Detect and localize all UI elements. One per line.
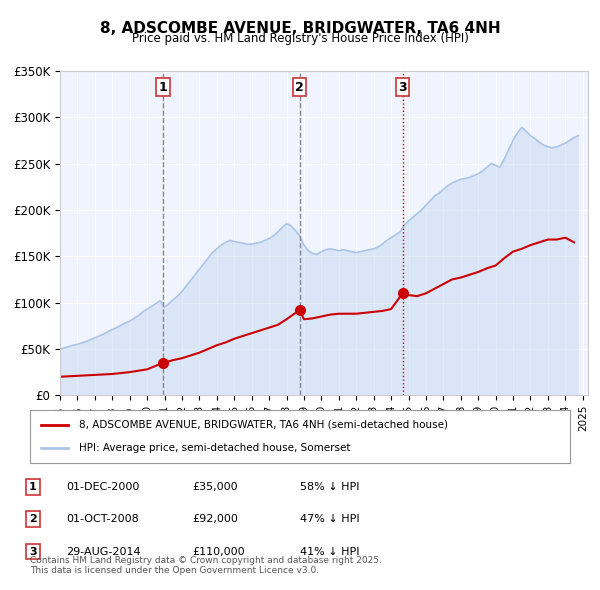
Text: 58% ↓ HPI: 58% ↓ HPI: [300, 482, 359, 491]
Text: Price paid vs. HM Land Registry's House Price Index (HPI): Price paid vs. HM Land Registry's House …: [131, 32, 469, 45]
Text: £35,000: £35,000: [192, 482, 238, 491]
Text: £92,000: £92,000: [192, 514, 238, 524]
Text: 8, ADSCOMBE AVENUE, BRIDGWATER, TA6 4NH: 8, ADSCOMBE AVENUE, BRIDGWATER, TA6 4NH: [100, 21, 500, 35]
Text: 2: 2: [295, 80, 304, 94]
Text: 29-AUG-2014: 29-AUG-2014: [66, 547, 140, 556]
Text: 1: 1: [159, 80, 167, 94]
Text: Contains HM Land Registry data © Crown copyright and database right 2025.
This d: Contains HM Land Registry data © Crown c…: [30, 556, 382, 575]
Text: £110,000: £110,000: [192, 547, 245, 556]
Text: 01-DEC-2000: 01-DEC-2000: [66, 482, 139, 491]
Text: 8, ADSCOMBE AVENUE, BRIDGWATER, TA6 4NH (semi-detached house): 8, ADSCOMBE AVENUE, BRIDGWATER, TA6 4NH …: [79, 420, 448, 430]
Text: 1: 1: [29, 482, 37, 491]
Text: 3: 3: [398, 80, 407, 94]
Text: 2: 2: [29, 514, 37, 524]
Text: HPI: Average price, semi-detached house, Somerset: HPI: Average price, semi-detached house,…: [79, 443, 350, 453]
Text: 01-OCT-2008: 01-OCT-2008: [66, 514, 139, 524]
Text: 3: 3: [29, 547, 37, 556]
Text: 41% ↓ HPI: 41% ↓ HPI: [300, 547, 359, 556]
Text: 47% ↓ HPI: 47% ↓ HPI: [300, 514, 359, 524]
